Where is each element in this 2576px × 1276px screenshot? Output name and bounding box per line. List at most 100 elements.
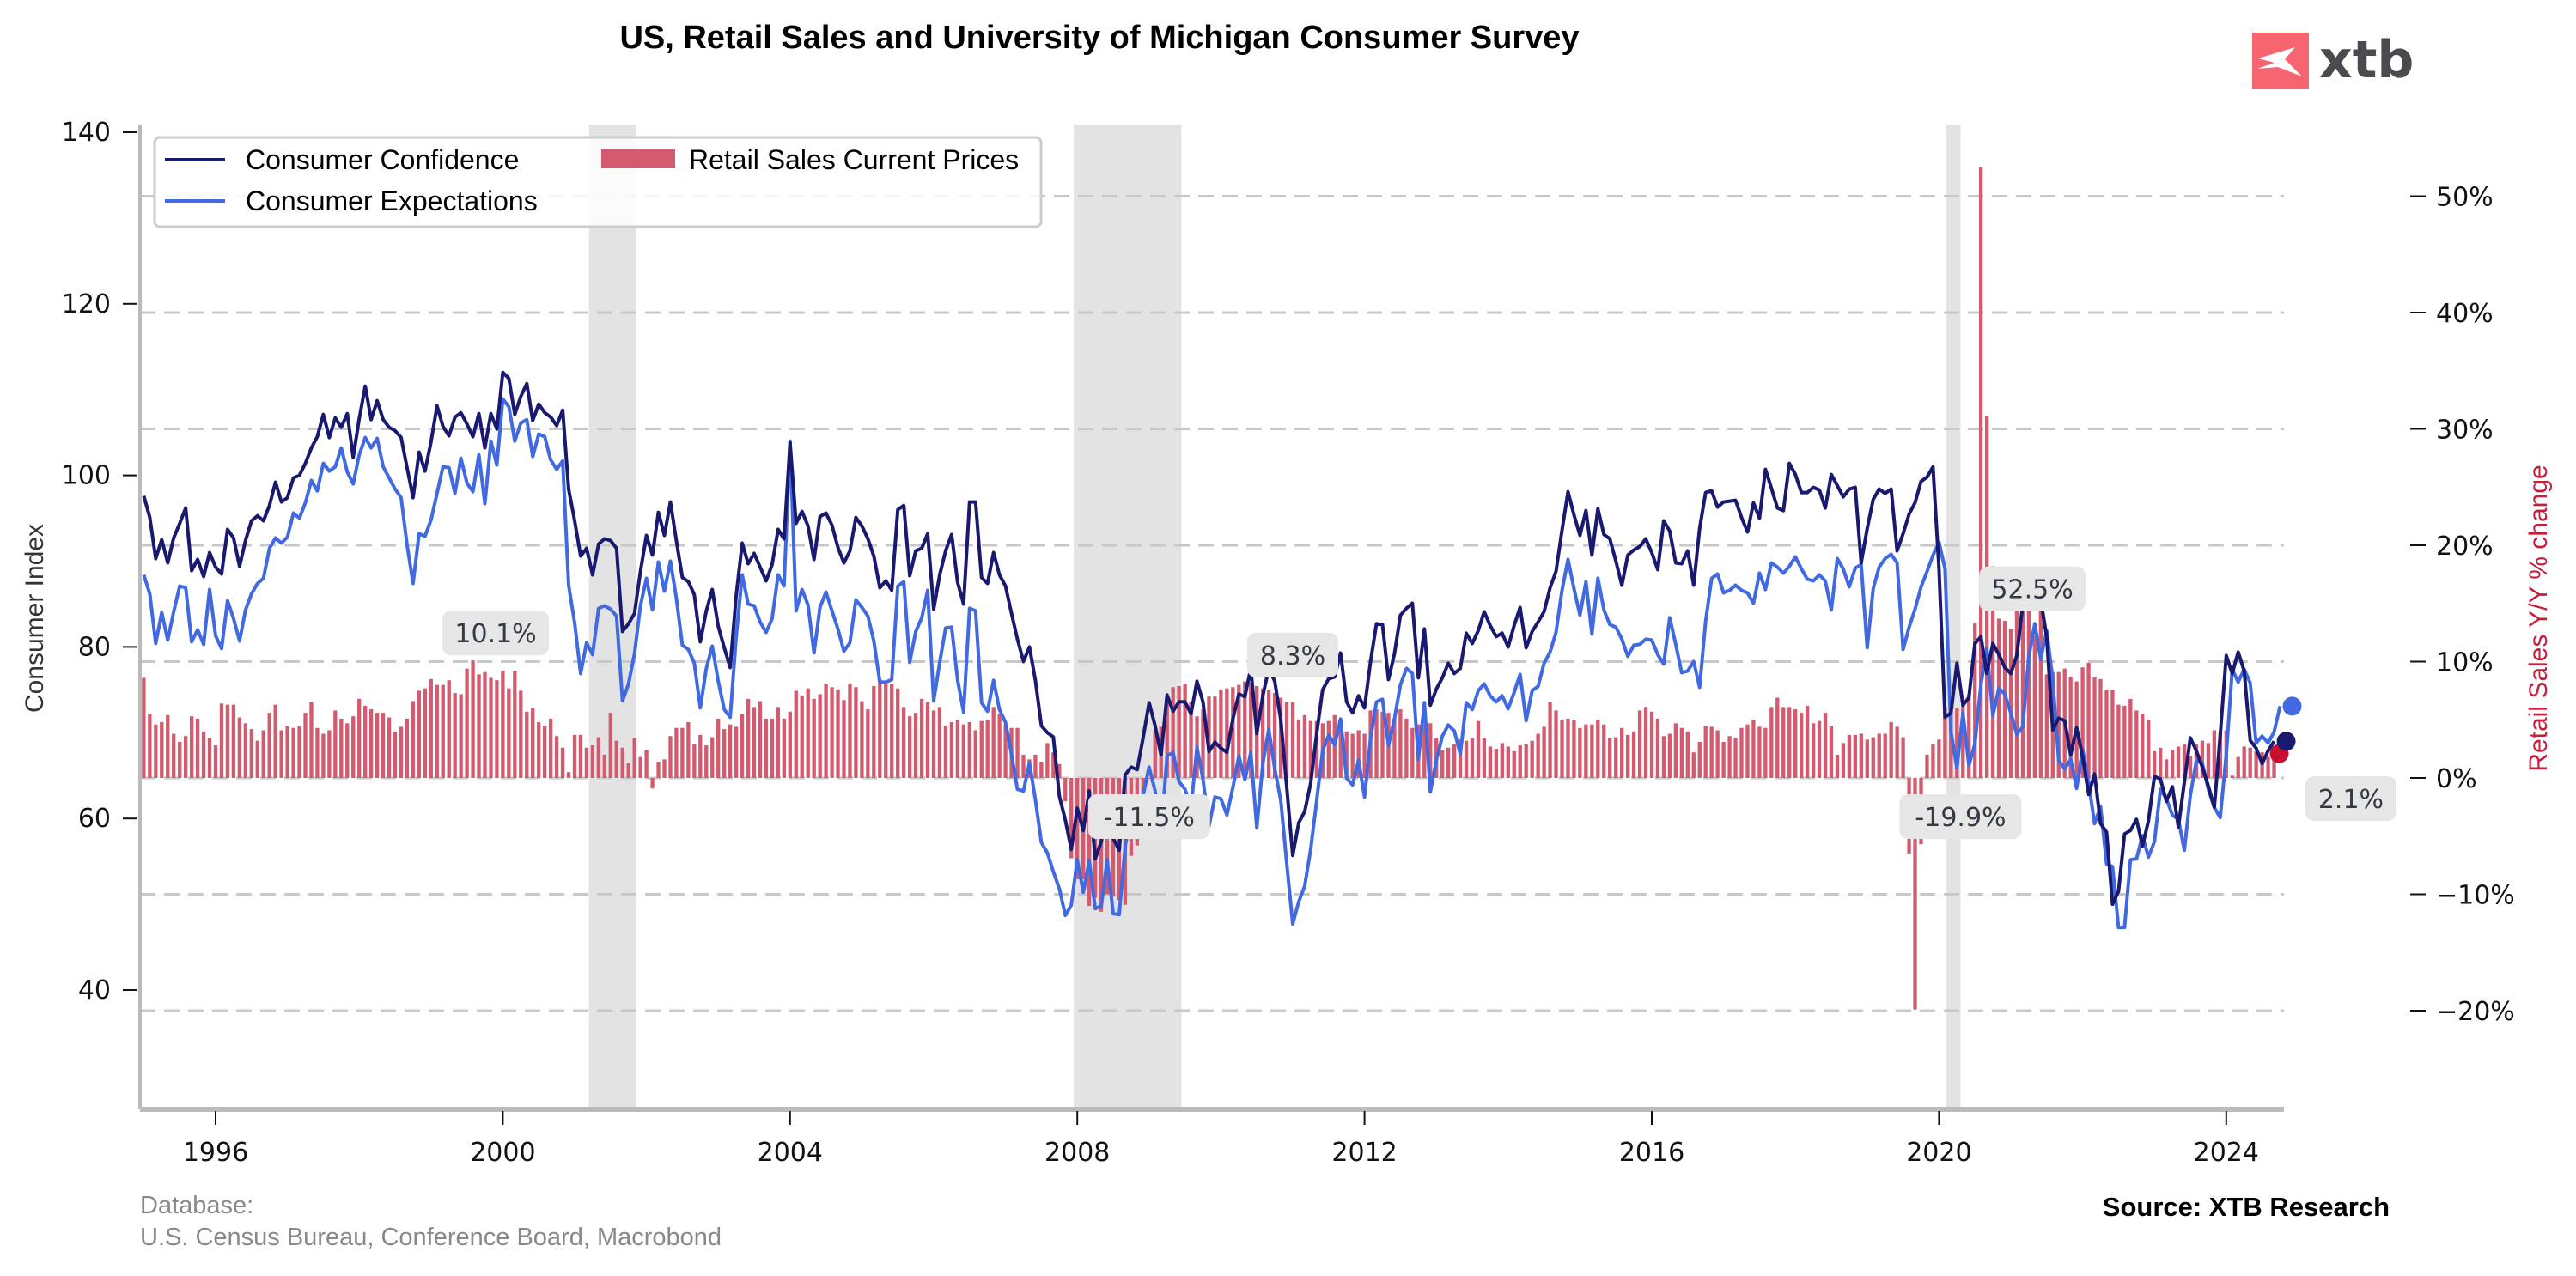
retail-sales-bar (1326, 720, 1331, 778)
annotation-text: 2.1% (2318, 785, 2384, 815)
retail-sales-bar (2272, 753, 2276, 778)
retail-sales-bar (2254, 750, 2258, 778)
retail-sales-bar (2206, 743, 2211, 778)
retail-sales-bar (776, 707, 781, 778)
retail-sales-bar (1703, 726, 1708, 778)
retail-sales-bar (548, 718, 553, 778)
annotation-text: 10.1% (454, 619, 536, 649)
retail-sales-bar (746, 698, 751, 778)
retail-sales-bar (1895, 726, 1899, 778)
retail-sales-bar (1859, 733, 1863, 778)
retail-sales-bar (1075, 778, 1080, 879)
retail-sales-bar (752, 707, 757, 778)
retail-sales-bar (1153, 730, 1157, 778)
retail-sales-bar (1973, 623, 1977, 778)
x-tick-label: 1996 (183, 1138, 248, 1168)
x-tick-label: 2012 (1331, 1138, 1397, 1168)
retail-sales-bar (1673, 723, 1678, 778)
retail-sales-bar (1691, 752, 1696, 778)
retail-sales-bar (955, 720, 960, 778)
logo-text: xtb (2319, 30, 2414, 90)
footer-source: Source: XTB Research (2103, 1192, 2390, 1222)
retail-sales-bar (2266, 756, 2270, 778)
retail-sales-bar (1566, 718, 1570, 778)
retail-sales-bar (2032, 635, 2037, 778)
retail-sales-bar (1901, 737, 1905, 778)
right-axis-label: Retail Sales Y/Y % change (2524, 465, 2553, 771)
retail-sales-bar (764, 718, 769, 778)
recession-band (1946, 125, 1961, 1109)
retail-sales-bar (543, 726, 547, 778)
retail-sales-bar (2020, 569, 2025, 778)
annotation-box (1087, 794, 1210, 839)
retail-sales-bar (1853, 734, 1858, 778)
y-tick-label: 60 (78, 804, 111, 834)
retail-sales-bar (680, 727, 685, 778)
x-tick-label: 2020 (1906, 1138, 1971, 1168)
retail-sales-bar (1763, 727, 1768, 778)
x-axis-ticks: 1996 2000 2004 2008 2012 2016 2020 2024 (183, 1111, 2259, 1168)
retail-sales-bar (321, 733, 326, 778)
retail-sales-bar (465, 668, 469, 778)
retail-sales-bar (872, 685, 876, 778)
retail-sales-bar (1769, 707, 1774, 778)
retail-sales-bar (1637, 710, 1642, 778)
x-tick-label: 2008 (1044, 1138, 1110, 1168)
retail-sales-bar (2134, 710, 2139, 778)
retail-sales-bar (931, 710, 936, 778)
x-tick-label: 2004 (758, 1138, 823, 1168)
legend-label-expectations: Consumer Expectations (246, 185, 538, 216)
retail-sales-bar (2170, 750, 2175, 778)
retail-sales-bar (1470, 738, 1475, 778)
retail-sales-bar (1883, 733, 1887, 778)
chart-title: US, Retail Sales and University of Michi… (619, 20, 1579, 56)
retail-sales-bar (2068, 677, 2073, 778)
retail-sales-bar (1524, 744, 1528, 778)
retail-sales-bar (1931, 744, 1935, 778)
retail-sales-bar (985, 720, 990, 778)
retail-sales-bar (154, 724, 158, 778)
retail-sales-bar (1745, 724, 1750, 778)
retail-sales-bar (1614, 737, 1618, 778)
retail-sales-bar (1871, 737, 1875, 778)
retail-sales-bar (405, 718, 410, 778)
retail-sales-bar (1667, 733, 1672, 778)
retail-sales-bar (2086, 662, 2091, 778)
retail-sales-bar (626, 763, 630, 778)
retail-sales-bar (2116, 704, 2121, 778)
logo-x-glyph-icon (2257, 47, 2302, 76)
retail-sales-bar (860, 701, 864, 778)
y-tick-label: 40 (78, 975, 111, 1006)
retail-sales-bar (608, 713, 612, 778)
retail-sales-bar (1500, 743, 1504, 778)
retail-sales-bar (1787, 707, 1792, 778)
retail-sales-bar (1362, 733, 1367, 778)
retail-sales-bar (1350, 733, 1355, 778)
retail-sales-bar (686, 721, 691, 778)
retail-sales-bar (584, 747, 589, 778)
retail-sales-bar (2188, 756, 2193, 778)
retail-sales-bar (1243, 681, 1247, 778)
retail-sales-bar (722, 729, 727, 778)
retail-sales-bar (519, 690, 523, 778)
retail-sales-bar (854, 687, 858, 778)
retail-sales-bar (435, 684, 439, 778)
consumer-lines (142, 370, 2282, 930)
retail-sales-bar (1955, 708, 1959, 778)
y2-tick-label: −20% (2436, 997, 2515, 1027)
retail-sales-bar (237, 717, 242, 778)
retail-sales-bar (477, 674, 481, 778)
retail-sales-bar (1584, 724, 1588, 778)
retail-sales-bar (644, 750, 649, 778)
retail-sales-bar (261, 730, 265, 778)
retail-sales-bar (925, 702, 930, 778)
retail-sales-bar (1620, 727, 1624, 778)
retail-sales-bar (2182, 744, 2187, 778)
retail-sales-bar (1841, 743, 1846, 778)
retail-sales-bar (453, 693, 457, 778)
retail-sales-bar (830, 687, 834, 778)
retail-sales-bar (1560, 720, 1564, 778)
recession-band (1074, 125, 1182, 1109)
retail-sales-bar (1314, 720, 1319, 778)
retail-sales-bar (1625, 734, 1630, 778)
